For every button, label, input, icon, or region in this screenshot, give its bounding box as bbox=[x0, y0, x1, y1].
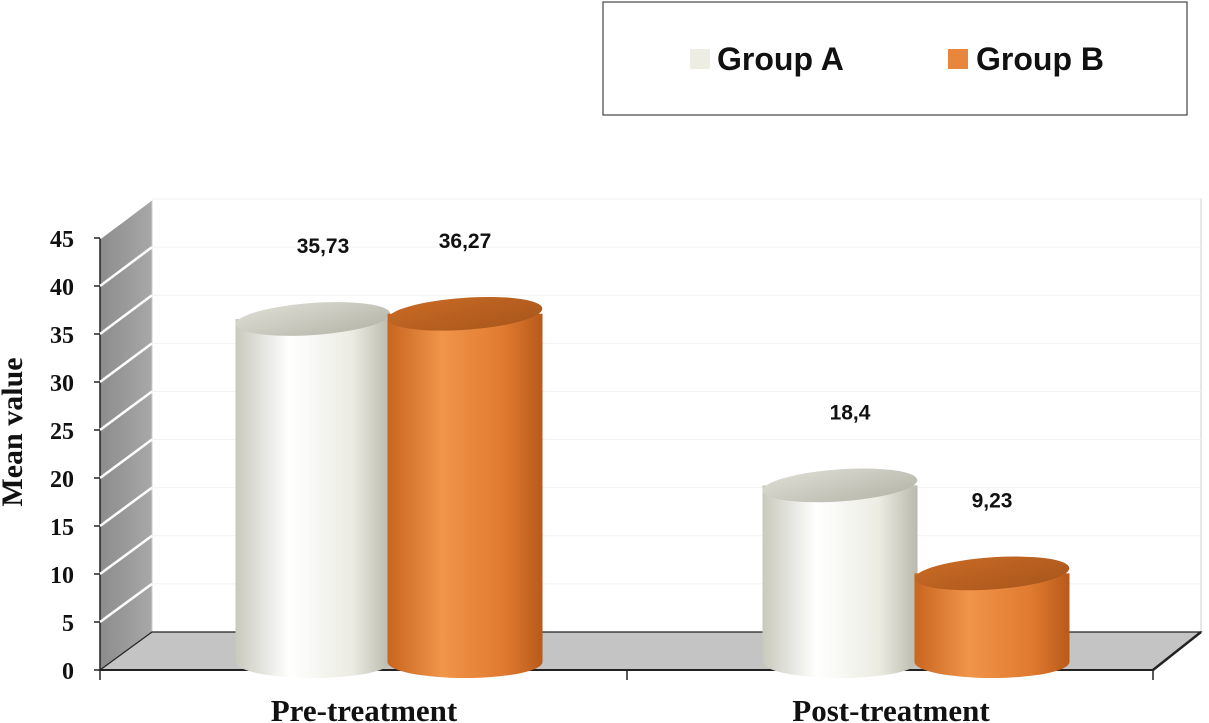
gridline-side bbox=[99, 582, 153, 624]
x-tick-label: Pre-treatment bbox=[271, 693, 458, 723]
x-tick-label: Post-treatment bbox=[792, 693, 990, 723]
y-tick-label: 0 bbox=[62, 659, 74, 685]
gridline-side bbox=[99, 342, 153, 384]
bar-body bbox=[914, 573, 1070, 678]
data-labels: 35,73 36,27 18,4 9,23 bbox=[297, 230, 1013, 513]
bar-group-a bbox=[235, 302, 391, 678]
gridline-side bbox=[99, 294, 153, 336]
bar-group-a bbox=[762, 468, 918, 678]
legend-swatch-group-b bbox=[948, 49, 968, 69]
bar-top bbox=[387, 296, 543, 331]
bar-top bbox=[762, 468, 918, 503]
gridline-side bbox=[99, 438, 153, 480]
y-tick-label: 30 bbox=[50, 371, 74, 397]
data-label: 9,23 bbox=[972, 489, 1013, 512]
gridline-side bbox=[99, 486, 153, 528]
bar-body bbox=[387, 313, 543, 678]
bar-top bbox=[914, 556, 1070, 591]
data-label: 18,4 bbox=[830, 401, 871, 424]
side-wall bbox=[100, 199, 152, 670]
bars bbox=[235, 296, 1070, 678]
floor-right-edge bbox=[1152, 631, 1202, 671]
y-tick-label: 45 bbox=[50, 227, 74, 253]
bar-body bbox=[235, 318, 391, 678]
legend-label-group-b: Group B bbox=[976, 41, 1104, 77]
y-tick-label: 20 bbox=[50, 467, 74, 493]
y-tick-label: 5 bbox=[62, 611, 74, 637]
gridline-side bbox=[99, 390, 153, 432]
y-tick-label: 25 bbox=[50, 419, 74, 445]
bar-group-b bbox=[387, 296, 543, 678]
bar-body bbox=[762, 485, 918, 678]
bar-group-b bbox=[914, 556, 1070, 678]
gridline-side bbox=[99, 534, 153, 576]
bar-top bbox=[235, 302, 391, 336]
legend: Group A Group B bbox=[602, 1, 1188, 116]
gridline-side bbox=[99, 246, 153, 288]
y-tick-labels: 0 5 10 15 20 25 30 35 40 45 bbox=[50, 227, 74, 685]
y-tick-label: 40 bbox=[50, 275, 74, 301]
data-label: 35,73 bbox=[297, 235, 350, 258]
data-label: 36,27 bbox=[439, 230, 492, 253]
y-tick-label: 15 bbox=[50, 515, 74, 541]
x-tick-labels: Pre-treatment Post-treatment bbox=[271, 693, 991, 723]
y-tick-label: 35 bbox=[50, 323, 74, 349]
legend-label-group-a: Group A bbox=[717, 41, 844, 77]
gridline-side bbox=[99, 198, 153, 239]
legend-swatch-group-a bbox=[690, 49, 710, 69]
y-tick-label: 10 bbox=[50, 563, 74, 589]
y-axis-title: Mean value bbox=[0, 357, 29, 506]
